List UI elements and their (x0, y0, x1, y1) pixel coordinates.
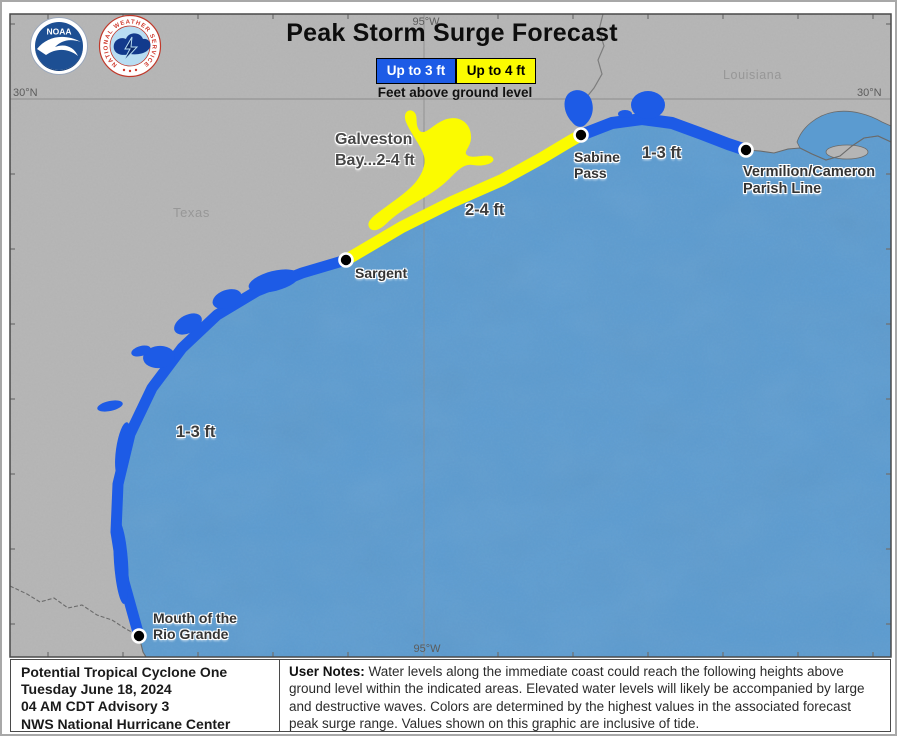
galveston-bay-surge-fill (368, 110, 494, 231)
label-rio-line1: Mouth of the (153, 610, 237, 626)
advisory-info-box: Potential Tropical Cyclone One Tuesday J… (10, 659, 280, 732)
grid-label-95w-bottom: 95°W (413, 643, 441, 655)
user-notes-label: User Notes: (289, 664, 365, 679)
annotation-galveston-line2: Bay...2-4 ft (335, 152, 415, 169)
svg-text:NOAA: NOAA (46, 27, 71, 37)
advisory-date: Tuesday June 18, 2024 (21, 681, 172, 698)
annotation-galveston-bay: Galveston Bay...2-4 ft (335, 129, 415, 171)
rio-grande-border (10, 585, 140, 637)
label-sargent: Sargent (355, 265, 408, 281)
map-border (9, 13, 892, 658)
location-markers (131, 127, 754, 644)
band-label-west-1-3ft: 1-3 ft (176, 423, 216, 441)
legend-caption: Feet above ground level (377, 85, 533, 100)
legend-item-up-to-3ft: Up to 3 ft (376, 58, 456, 84)
state-label-louisiana: Louisiana (723, 68, 782, 82)
label-vermilion-line2: Parish Line (743, 181, 822, 197)
sabine-river-state-border (585, 14, 605, 99)
marker-sabine-pass (573, 127, 589, 143)
label-sabine-line2: Pass (574, 165, 607, 181)
band-label-east-1-3ft: 1-3 ft (642, 144, 682, 162)
label-rio-line2: Rio Grande (153, 626, 229, 642)
advisory-storm-name: Potential Tropical Cyclone One (21, 664, 228, 680)
surge-filled-bays-blue (97, 90, 665, 604)
marker-mouth-rio-grande (131, 628, 147, 644)
advisory-agency: NWS National Hurricane Center (21, 715, 231, 732)
noaa-logo-icon: NOAA (30, 17, 88, 75)
band-label-central-2-4ft: 2-4 ft (465, 201, 505, 219)
page-title: Peak Storm Surge Forecast (286, 19, 618, 47)
marker-sargent (338, 252, 354, 268)
user-notes-box: User Notes: Water levels along the immed… (280, 659, 891, 732)
label-mouth-rio-grande: Mouth of the Rio Grande (153, 610, 237, 642)
surge-band-sargent-to-sabine-pass (340, 129, 587, 266)
grid-label-30n-left: 30°N (13, 87, 38, 99)
surge-legend: Up to 3 ft Up to 4 ft (376, 58, 536, 84)
advisory-number: 04 AM CDT Advisory 3 (21, 698, 170, 715)
marsh-island (825, 144, 869, 160)
marker-vermilion-cameron (738, 142, 754, 158)
label-sabine-pass: Sabine Pass (574, 149, 620, 181)
terrain-texture (10, 14, 891, 657)
nws-logo-icon: NATIONAL WEATHER SERVICE (98, 14, 162, 78)
footer: Potential Tropical Cyclone One Tuesday J… (10, 659, 891, 732)
label-vermilion-cameron: Vermilion/Cameron Parish Line (743, 164, 875, 198)
user-notes-text: Water levels along the immediate coast c… (289, 664, 865, 731)
grid-label-30n-right: 30°N (857, 87, 882, 99)
grid-label-95w-top: 95°W (412, 16, 440, 28)
label-vermilion-line1: Vermilion/Cameron (743, 164, 876, 180)
annotation-galveston-line1: Galveston (335, 131, 413, 148)
surge-band-sabine-to-vermilion (575, 113, 752, 156)
legend-item-up-to-4ft: Up to 4 ft (456, 58, 536, 84)
state-label-texas: Texas (173, 205, 210, 220)
label-sabine-line1: Sabine (574, 149, 620, 165)
